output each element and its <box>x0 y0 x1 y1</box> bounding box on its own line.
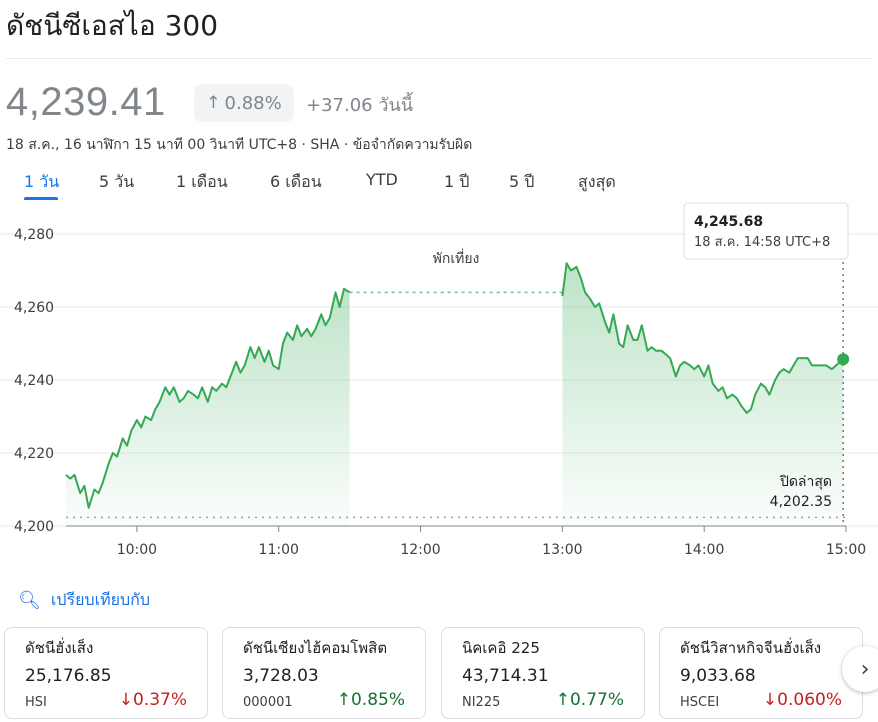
area-morning <box>66 288 350 526</box>
card-change: ↑0.85% <box>337 690 405 710</box>
tooltip: 4,245.68 18 ส.ค. 14:58 UTC+8 <box>683 202 849 260</box>
compare-card-shcomp[interactable]: ดัชนีเซียงไฮ้คอมโพสิต 3,728.03 000001 ↑0… <box>222 627 426 719</box>
prev-close-label: ปิดล่าสุด <box>779 474 832 490</box>
tooltip-value: 4,245.68 <box>694 214 763 230</box>
tab-5-day[interactable]: 5 วัน <box>99 172 135 191</box>
range-tabs: 1 วัน 5 วัน 1 เดือน 6 เดือน YTD 1 ปี 5 ป… <box>0 170 640 200</box>
card-symbol: 000001 <box>243 695 293 710</box>
prev-close-value: 4,202.35 <box>770 494 832 510</box>
card-change: ↓0.060% <box>763 690 842 710</box>
tab-max[interactable]: สูงสุด <box>578 172 616 191</box>
active-tab-indicator <box>24 197 58 200</box>
tab-ytd[interactable]: YTD <box>366 170 398 189</box>
search-icon: 🔍︎ <box>18 590 41 611</box>
price-chart[interactable]: 4,280 4,260 4,240 4,220 4,200 10:00 11:00 12:0… <box>0 200 878 570</box>
x-tick-label: 11:00 <box>259 542 299 558</box>
change-absolute: +37.06 วันนี้ <box>306 95 414 116</box>
page-title: ดัชนีซีเอสไอ 300 <box>6 9 219 42</box>
card-value: 3,728.03 <box>243 666 319 686</box>
card-symbol: HSCEI <box>680 695 720 710</box>
card-change-value: 0.77% <box>569 690 624 710</box>
x-tick-label: 15:00 <box>826 542 866 558</box>
quote-meta: 18 ส.ค., 16 นาฬิกา 15 นาที 00 วินาที UTC… <box>6 137 473 153</box>
tab-1-day[interactable]: 1 วัน <box>24 172 60 191</box>
current-price: 4,239.41 <box>6 80 166 124</box>
arrow-up-icon: ↑ <box>555 690 570 710</box>
chart-series-lines <box>65 262 844 509</box>
chevron-right-icon: › <box>860 656 870 682</box>
header-divider <box>6 58 872 59</box>
card-change-value: 0.85% <box>350 690 405 710</box>
tab-1-year[interactable]: 1 ปี <box>444 172 470 191</box>
lunch-break-label: พักเที่ยง <box>433 249 480 267</box>
chart-area-fill <box>66 263 844 526</box>
y-tick-label: 4,220 <box>14 446 54 462</box>
hover-cursor <box>837 262 850 526</box>
card-symbol: NI225 <box>462 695 501 710</box>
card-change: ↑0.77% <box>556 690 624 710</box>
arrow-up-icon: ↑ <box>206 93 221 113</box>
y-axis-labels: 4,280 4,260 4,240 4,220 4,200 <box>14 227 54 535</box>
card-value: 43,714.31 <box>462 666 549 686</box>
compare-card-hsi[interactable]: ดัชนีฮั่งเส็ง 25,176.85 HSI ↓0.37% <box>4 627 208 719</box>
series-line-afternoon <box>561 262 844 414</box>
x-axis: 10:00 11:00 12:00 13:00 14:00 15:00 <box>66 525 866 558</box>
card-name: ดัชนีฮั่งเส็ง <box>25 639 94 657</box>
cursor-point <box>837 353 850 366</box>
y-tick-label: 4,200 <box>14 519 54 535</box>
card-symbol: HSI <box>25 695 47 710</box>
y-tick-label: 4,280 <box>14 227 54 243</box>
arrow-up-icon: ↑ <box>336 690 351 710</box>
compare-card-hscei[interactable]: ดัชนีวิสาหกิจจีนฮั่งเส็ง 9,033.68 HSCEI … <box>659 627 863 719</box>
card-name: ดัชนีเซียงไฮ้คอมโพสิต <box>243 639 388 657</box>
tooltip-box <box>683 202 849 260</box>
tab-6-month[interactable]: 6 เดือน <box>270 172 322 191</box>
next-cards-button[interactable]: › <box>842 646 878 692</box>
series-line-morning <box>65 287 351 509</box>
card-name: นิคเคอิ 225 <box>462 639 540 657</box>
x-tick-label: 13:00 <box>542 542 582 558</box>
card-change-value: 0.060% <box>777 690 842 710</box>
tab-5-year[interactable]: 5 ปี <box>509 172 535 191</box>
card-value: 9,033.68 <box>680 666 756 686</box>
tooltip-time: 18 ส.ค. 14:58 UTC+8 <box>694 235 830 250</box>
arrow-down-icon: ↓ <box>118 690 133 710</box>
tab-1-month[interactable]: 1 เดือน <box>176 172 228 191</box>
y-tick-label: 4,260 <box>14 300 54 316</box>
x-tick-label: 14:00 <box>684 542 724 558</box>
change-percent-chip: ↑ 0.88% <box>194 84 294 122</box>
x-tick-label: 12:00 <box>400 542 440 558</box>
x-tick-label: 10:00 <box>117 542 157 558</box>
compare-button[interactable]: 🔍︎ เปรียบเทียบกับ <box>18 588 150 613</box>
card-value: 25,176.85 <box>25 666 112 686</box>
y-tick-label: 4,240 <box>14 373 54 389</box>
card-change: ↓0.37% <box>119 690 187 710</box>
card-name: ดัชนีวิสาหกิจจีนฮั่งเส็ง <box>680 639 822 657</box>
card-change-value: 0.37% <box>132 690 187 710</box>
compare-label: เปรียบเทียบกับ <box>50 590 150 609</box>
arrow-down-icon: ↓ <box>762 690 778 710</box>
change-percent: 0.88% <box>224 92 282 114</box>
area-afternoon <box>562 263 844 526</box>
compare-card-ni225[interactable]: นิคเคอิ 225 43,714.31 NI225 ↑0.77% <box>441 627 645 719</box>
